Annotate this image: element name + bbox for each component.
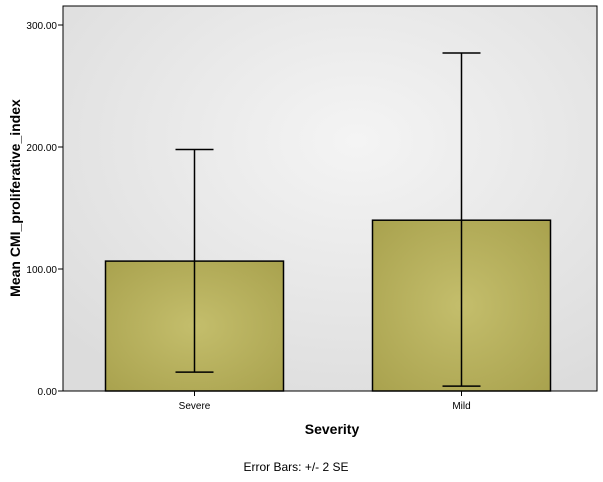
y-tick-label: 200.00 — [26, 143, 57, 154]
error-bar-severe — [175, 148, 214, 373]
y-tick-label: 100.00 — [26, 265, 57, 276]
x-axis: Severe Mild — [179, 391, 471, 412]
x-tick-label-mild: Mild — [452, 401, 470, 412]
y-axis-title: Mean CMI_proliferative_index — [7, 99, 23, 297]
x-tick-label-severe: Severe — [179, 401, 211, 412]
y-axis: 0.00 100.00 200.00 300.00 — [26, 21, 63, 398]
error-bars-footnote: Error Bars: +/- 2 SE — [243, 460, 348, 474]
x-axis-title: Severity — [305, 421, 360, 437]
error-bar-mild — [442, 52, 481, 387]
y-tick-label: 300.00 — [26, 21, 57, 32]
y-tick-label: 0.00 — [38, 387, 58, 398]
error-bars-group — [175, 52, 481, 387]
